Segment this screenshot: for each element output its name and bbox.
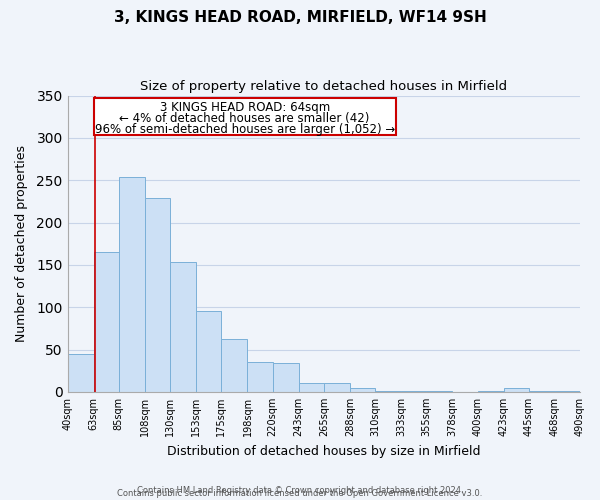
Bar (196, 310, 221, 392)
Text: 96% of semi-detached houses are larger (1,052) →: 96% of semi-detached houses are larger (… (95, 124, 395, 136)
Title: Size of property relative to detached houses in Mirfield: Size of property relative to detached ho… (140, 80, 508, 93)
Text: Contains HM Land Registry data © Crown copyright and database right 2024.: Contains HM Land Registry data © Crown c… (137, 486, 463, 495)
Bar (68, 354, 94, 392)
Bar (221, 340, 247, 392)
Bar (145, 198, 170, 392)
Bar (529, 391, 555, 392)
FancyBboxPatch shape (94, 98, 395, 136)
Bar (272, 363, 299, 392)
Bar (324, 382, 350, 392)
X-axis label: Distribution of detached houses by size in Mirfield: Distribution of detached houses by size … (167, 444, 481, 458)
Text: 3 KINGS HEAD ROAD: 64sqm: 3 KINGS HEAD ROAD: 64sqm (160, 102, 330, 114)
Bar (401, 391, 426, 392)
Bar (247, 362, 272, 392)
Bar (299, 382, 324, 392)
Bar (504, 388, 529, 392)
Text: ← 4% of detached houses are smaller (42): ← 4% of detached houses are smaller (42) (119, 112, 370, 126)
Bar (478, 391, 504, 392)
Bar (375, 391, 401, 392)
Bar (170, 262, 196, 392)
Y-axis label: Number of detached properties: Number of detached properties (15, 145, 28, 342)
Bar (119, 177, 145, 392)
Text: 3, KINGS HEAD ROAD, MIRFIELD, WF14 9SH: 3, KINGS HEAD ROAD, MIRFIELD, WF14 9SH (113, 10, 487, 25)
Bar (94, 252, 119, 392)
Bar (350, 388, 375, 392)
Bar (555, 391, 580, 392)
Text: Contains public sector information licensed under the Open Government Licence v3: Contains public sector information licen… (118, 490, 482, 498)
Bar (426, 391, 452, 392)
